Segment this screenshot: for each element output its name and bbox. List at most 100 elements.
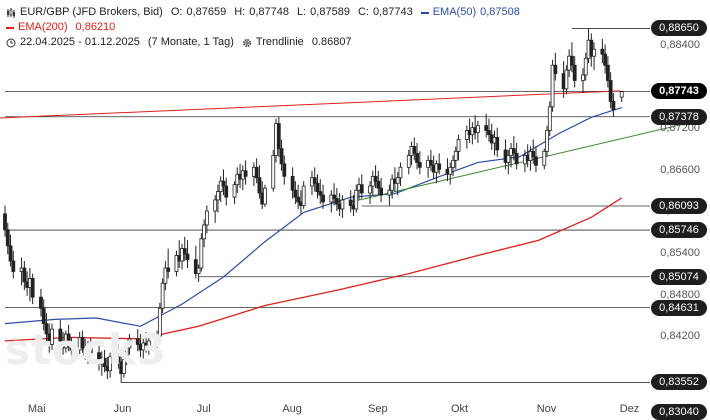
price-level-tag[interactable]: 0,86093 (651, 197, 707, 214)
candle-body-11 (44, 323, 49, 335)
candle-body-23 (88, 345, 93, 354)
month-label: Jul (196, 403, 211, 415)
ohlc-low: 0,87589 (310, 6, 350, 18)
month-label: Okt (451, 403, 469, 415)
candle-body-108 (417, 162, 422, 168)
candle-body-18 (69, 343, 74, 351)
candle-body-14 (58, 328, 63, 342)
ohlc-close: 0,87743 (372, 6, 413, 18)
ema50-label[interactable]: EMA(50) (432, 6, 477, 18)
ema200-label[interactable]: EMA(200) (18, 21, 68, 33)
price-level-tag[interactable]: 0,85074 (651, 268, 707, 285)
candle-body-48 (185, 253, 190, 261)
candle-body-75 (293, 189, 298, 198)
candle-body-91 (354, 189, 359, 210)
candle-body-2 (8, 245, 13, 262)
month-label: Sep (368, 403, 388, 415)
ema200-line (4, 197, 623, 342)
candle-body-82 (318, 191, 323, 196)
candle-body-74 (290, 175, 295, 191)
candle-body-39 (155, 335, 160, 342)
candle-body-73 (282, 163, 287, 177)
candle-body-50 (196, 267, 201, 274)
candle-body-5 (22, 267, 27, 283)
candle-body-107 (415, 153, 419, 163)
candle-body-85 (332, 194, 336, 199)
candle-body-8 (30, 278, 35, 298)
month-label: Mai (27, 403, 46, 415)
candle-body-104 (406, 155, 411, 168)
price-level-tag[interactable]: 0,83552 (651, 374, 707, 391)
candle-body-72 (279, 148, 284, 165)
candle-body-57 (221, 180, 226, 187)
candle-body-155 (603, 53, 608, 66)
indicator-lines (0, 90, 691, 342)
candle-body-157 (608, 80, 613, 102)
candle-body-93 (359, 184, 364, 194)
legend-row-ema200: EMA(200) 0,86210 (6, 20, 520, 35)
ema200-value: 0,86210 (75, 21, 116, 33)
candle-body-59 (232, 184, 237, 198)
ohlc-low-label: L: (296, 6, 307, 18)
candle-body-139 (542, 150, 547, 166)
gear-icon[interactable] (242, 38, 252, 48)
candle-body-145 (564, 69, 569, 90)
candle-body-58 (224, 185, 229, 198)
price-level-tag[interactable]: 0,83040 (651, 404, 707, 420)
candle-body-46 (180, 248, 184, 262)
candle-body-38 (146, 340, 151, 349)
month-label: Nov (536, 403, 557, 415)
candle-body-159 (619, 91, 624, 98)
ohlc-open-label: O: (170, 6, 183, 18)
candle-body-116 (451, 159, 455, 168)
candle-body-17 (66, 333, 71, 345)
candle-body-49 (193, 259, 198, 274)
instrument-title: EUR/GBP (JFD Brokers, Bid) (20, 6, 163, 18)
candle-body-123 (475, 125, 480, 133)
ema50-value: 0,87508 (480, 6, 520, 18)
price-axis-label: 0,88400 (660, 38, 700, 51)
price-level-tag[interactable]: 0,87378 (651, 108, 707, 125)
resistance-line (0, 90, 621, 119)
price-level-tag[interactable]: 0,85746 (651, 222, 707, 239)
candle-body-31 (122, 359, 126, 374)
candle-body-66 (257, 177, 262, 194)
candle-body-13 (50, 328, 54, 345)
price-axis-label: 0,84200 (660, 330, 700, 343)
candle-body-147 (570, 55, 574, 66)
candle-body-138 (534, 156, 538, 166)
candle-body-34 (135, 338, 140, 345)
candle-body-137 (531, 150, 536, 158)
candle-body-110 (428, 159, 433, 166)
price-level-tag[interactable]: 0,88650 (651, 20, 707, 37)
date-range-detail: (7 Monate, 1 Tag) (147, 36, 234, 48)
candle-body-10 (41, 307, 46, 324)
candle-body-140 (545, 130, 549, 152)
candle-body-3 (11, 260, 16, 272)
candle-body-42 (163, 267, 168, 284)
candlestick-icon[interactable] (6, 7, 16, 18)
candle-body-80 (312, 177, 317, 184)
current-price-tag[interactable]: 0,87743 (651, 83, 707, 100)
price-level-tag[interactable]: 0,84631 (651, 299, 707, 316)
candle-body-88 (340, 199, 345, 210)
candle-body-29 (116, 356, 121, 363)
watermark: stock3 (5, 325, 167, 374)
candle-body-96 (373, 175, 378, 182)
trendline-label[interactable]: Trendlinie (255, 36, 304, 48)
candle-body-106 (412, 146, 417, 154)
month-label: Aug (282, 403, 302, 415)
candle-body-154 (600, 48, 605, 55)
ohlc-close-label: C: (357, 6, 369, 18)
candle-body-150 (583, 57, 588, 76)
candle-body-33 (127, 338, 132, 349)
candle-body-9 (39, 296, 43, 309)
candle-body-125 (487, 130, 491, 136)
candle-body-1 (5, 229, 10, 247)
price-axis-label: 0,86600 (660, 163, 700, 176)
ohlc-high-label: H: (234, 6, 246, 18)
candle-body-71 (276, 123, 281, 149)
candle-body-141 (547, 106, 552, 131)
